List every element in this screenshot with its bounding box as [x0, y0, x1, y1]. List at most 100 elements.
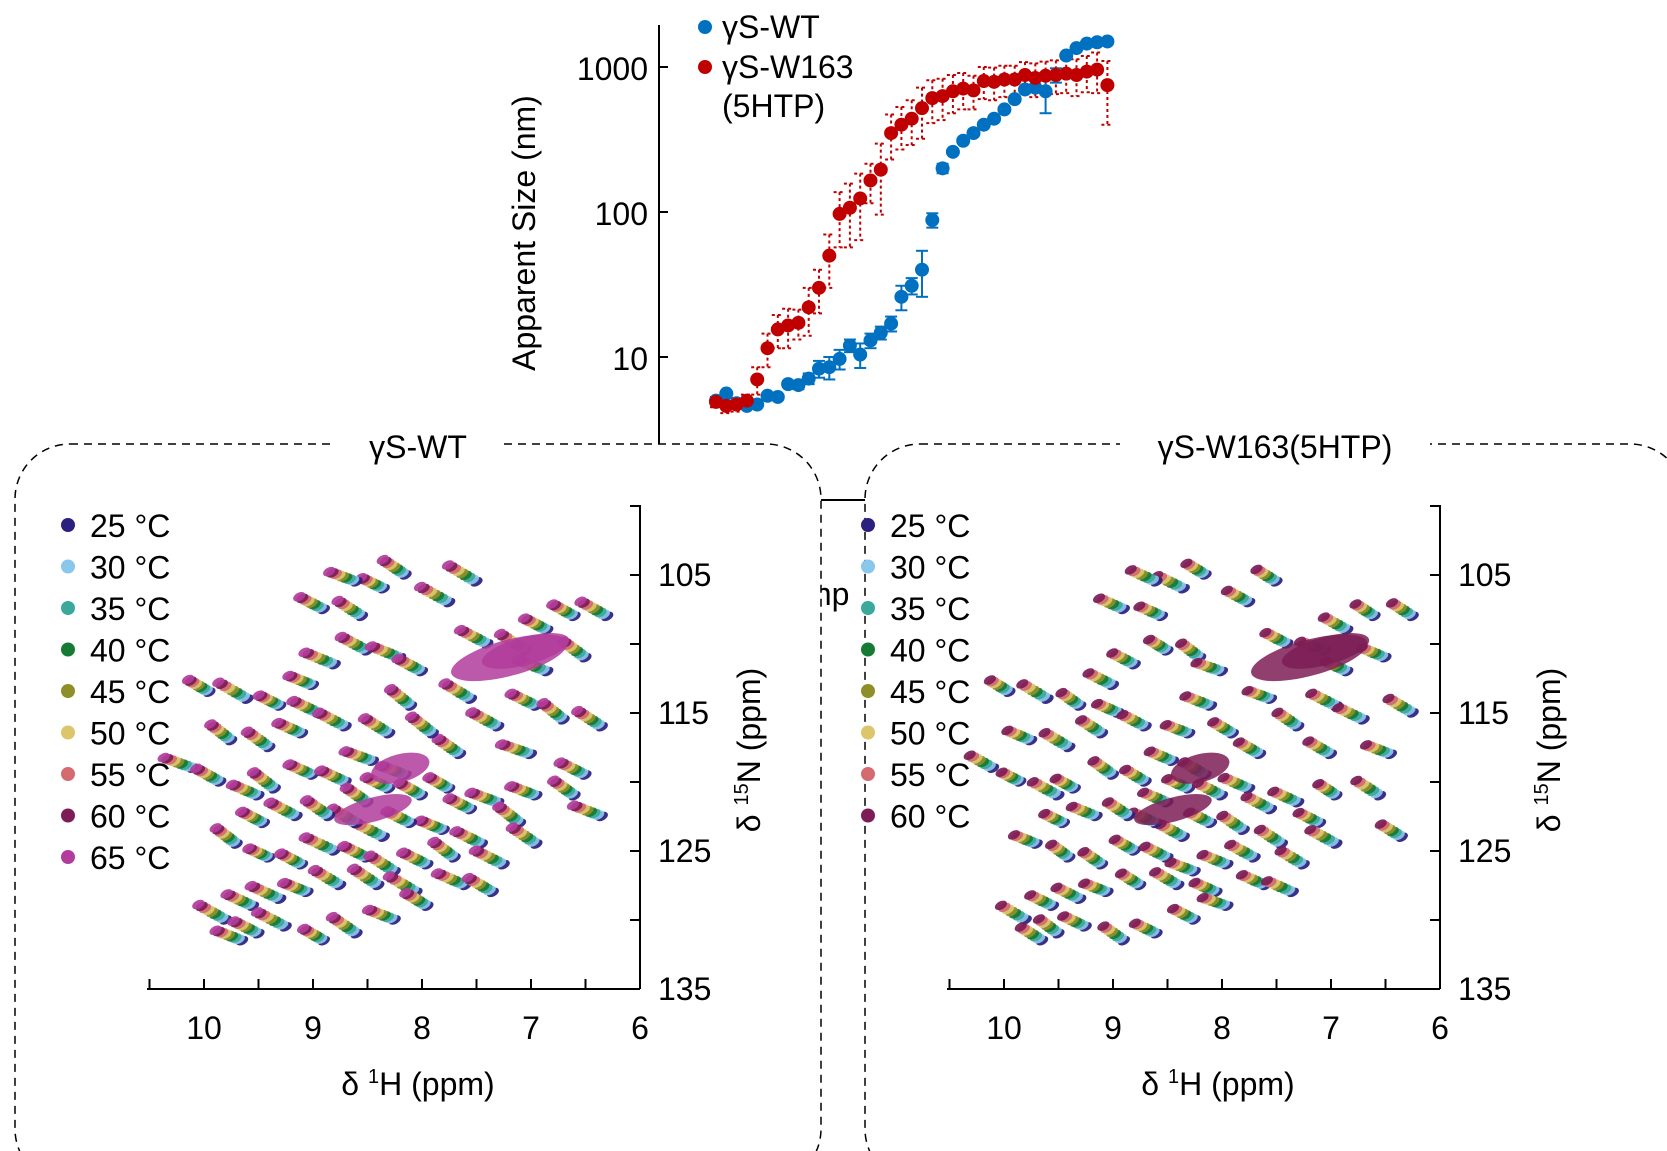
dls-point-w163: [791, 315, 806, 330]
nmr-peak-contour: [282, 759, 295, 769]
nmr-peak-contour: [517, 613, 530, 623]
nmr-legend-label: 35 °C: [90, 591, 170, 627]
nmr-legend-label: 50 °C: [890, 716, 970, 752]
dls-point-w163: [956, 81, 971, 96]
nmr-peak-contour: [1026, 777, 1039, 787]
nmr-peak-contour: [314, 765, 327, 775]
nmr-peaks: [157, 554, 614, 946]
dls-point-wt: [956, 133, 971, 148]
nmr-x-tick-label: 10: [186, 1010, 222, 1046]
dls-legend-label-wt: γS-WT: [722, 9, 820, 45]
nmr-peak-contour: [1118, 764, 1132, 775]
nmr-peak-contour: [1137, 787, 1150, 798]
nmr-peak-contour: [574, 596, 587, 607]
dls-y-tick-label-10: 10: [612, 341, 648, 377]
nmr-x-tick-label: 10: [986, 1010, 1022, 1046]
dls-point-w163: [1100, 78, 1115, 93]
nmr-peak-contour: [364, 641, 377, 651]
dls-point-w163: [904, 111, 919, 126]
dls-point-w163: [966, 83, 981, 98]
nmr-x-axis-label: δ 1H (ppm): [1141, 1066, 1294, 1102]
dls-point-wt: [997, 102, 1012, 117]
nmr-y-tick-label: 105: [658, 557, 711, 593]
dls-point-wt: [719, 386, 734, 401]
nmr-legend-label: 45 °C: [890, 674, 970, 710]
nmr-legend-marker: [861, 601, 875, 615]
dls-point-wt: [770, 389, 785, 404]
nmr-peak-contour: [453, 624, 466, 635]
nmr-peak-contour: [273, 848, 287, 858]
nmr-peak-contour: [504, 781, 517, 791]
nmr-peak-contour: [983, 675, 996, 685]
nmr-x-tick-label: 9: [304, 1010, 322, 1046]
dls-point-wt: [791, 378, 806, 393]
dls-chart: 1000 100 10 Apparent Size (nm) mp γS-WT …: [506, 9, 1115, 612]
dls-point-w163: [739, 393, 754, 408]
dls-point-wt: [1038, 84, 1053, 99]
nmr-peak-contour: [995, 767, 1008, 778]
nmr-peak-contour: [307, 864, 320, 875]
nmr-peak-contour: [493, 628, 506, 639]
nmr-legend-marker: [61, 642, 75, 657]
nmr-x-tick-label: 6: [1431, 1010, 1449, 1046]
dls-y-tick-label-1000: 1000: [577, 51, 648, 87]
nmr-peak-contour: [376, 554, 389, 565]
nmr-peak-contour: [244, 880, 257, 891]
panel-5htp-title: γS-W163(5HTP): [1158, 429, 1393, 465]
nmr-peak-contour: [189, 763, 203, 774]
nmr-peak-contour: [361, 904, 374, 915]
nmr-overlap-region: [481, 633, 570, 669]
dls-point-wt: [987, 111, 1002, 126]
dls-y-tick-label-100: 100: [595, 196, 648, 232]
dls-point-w163: [1048, 68, 1063, 83]
nmr-peak-contour: [209, 823, 222, 833]
nmr-peak-contour: [464, 787, 477, 798]
nmr-peak-contour: [546, 599, 559, 609]
nmr-peak-contour: [240, 726, 253, 736]
dls-point-wt: [842, 338, 857, 353]
dls-point-wt: [853, 347, 868, 362]
nmr-legend-label: 50 °C: [90, 716, 170, 752]
nmr-peak-contour: [382, 871, 395, 881]
nmr-peak-contour: [234, 806, 248, 817]
nmr-peak-contour: [422, 772, 435, 782]
nmr-legend-label: 25 °C: [90, 508, 170, 544]
nmr-legend-marker: [861, 559, 875, 574]
nmr-peak-contour: [505, 822, 518, 832]
nmr-peak-contour: [331, 595, 344, 606]
nmr-y-axis-label: δ 15N (ppm): [1531, 668, 1567, 833]
nmr-peak-contour: [357, 713, 370, 723]
nmr-y-tick-label: 105: [1458, 557, 1511, 593]
nmr-peak-contour: [536, 698, 549, 708]
dls-point-w163: [842, 200, 857, 215]
nmr-peak-contour: [494, 739, 507, 749]
nmr-peak-contour: [571, 705, 584, 716]
nmr-panel-5htp: γS-W163(5HTP) 105 115 125 135 10 9 8 7 6 δ 1H (pp…: [861, 425, 1667, 1151]
dls-point-w163: [997, 72, 1012, 87]
nmr-legend-marker: [861, 808, 875, 823]
nmr-peak-contour: [227, 916, 240, 926]
nmr-peak-contour: [212, 677, 225, 687]
nmr-legend-label: 35 °C: [890, 591, 970, 627]
dls-y-axis-label: Apparent Size (nm): [506, 95, 542, 371]
nmr-panel-wt: γS-WT 105 115 125 135 10 9 8 7 6 δ 1H (ppm) δ 15N …: [14, 425, 822, 1151]
dls-point-wt: [904, 278, 919, 293]
nmr-x-tick-label: 7: [1322, 1010, 1340, 1046]
nmr-peak-contour: [298, 832, 311, 842]
nmr-legend-marker: [61, 684, 75, 698]
nmr-legend-marker: [861, 518, 875, 532]
nmr-legend-marker: [861, 767, 875, 781]
dls-point-wt: [822, 360, 837, 375]
nmr-peak-contour: [181, 674, 195, 685]
nmr-peak-contour: [492, 801, 505, 811]
nmr-peak-contour: [250, 907, 264, 917]
nmr-y-tick-label: 135: [1458, 971, 1511, 1007]
dls-point-wt: [760, 388, 775, 403]
nmr-peak-contour: [547, 775, 560, 786]
nmr-peak-contour: [286, 695, 299, 706]
nmr-peak-contour: [336, 840, 350, 851]
nmr-legend-marker: [861, 725, 875, 740]
panel-wt-title: γS-WT: [369, 429, 467, 465]
dls-point-wt: [945, 144, 960, 159]
dls-point-wt: [894, 289, 909, 304]
